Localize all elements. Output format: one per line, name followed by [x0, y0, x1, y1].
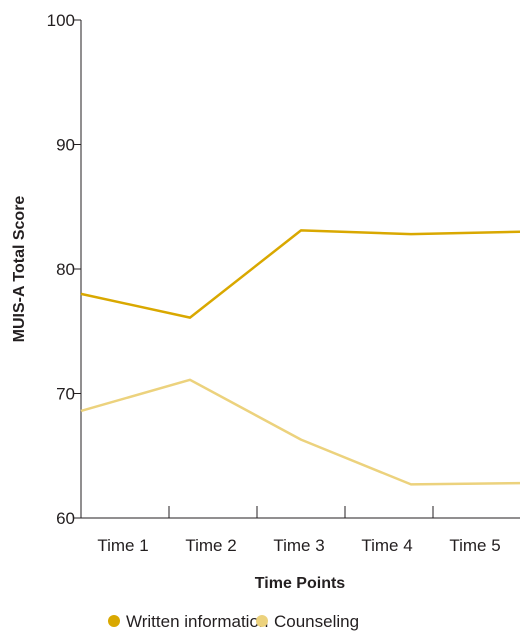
x-tick-label-3: Time 4 [361, 536, 412, 555]
x-tick-label-0: Time 1 [97, 536, 148, 555]
y-tick-label-3: 90 [56, 136, 75, 155]
y-tick-label-2: 80 [56, 260, 75, 279]
y-tick-label-1: 70 [56, 385, 75, 404]
legend-label-1: Counseling [274, 612, 359, 631]
x-tick-label-1: Time 2 [185, 536, 236, 555]
series-line-1 [80, 378, 520, 486]
y-axis-title: MUIS-A Total Score [11, 196, 28, 343]
legend-label-0: Written information [126, 612, 268, 631]
y-axis: 60 70 80 90 100 MUIS-A Total Score [11, 11, 82, 528]
x-axis-title: Time Points [255, 575, 345, 592]
legend-marker-0 [108, 615, 120, 627]
legend: Written information Counseling [108, 612, 359, 631]
x-ticks: Time 1 Time 2 Time 3 Time 4 Time 5 [97, 506, 501, 555]
y-ticks: 60 70 80 90 100 [47, 11, 81, 528]
x-axis: Time 1 Time 2 Time 3 Time 4 Time 5 Time Poin… [81, 506, 520, 592]
x-tick-label-2: Time 3 [273, 536, 324, 555]
y-tick-label-4: 100 [47, 11, 75, 30]
x-tick-label-4: Time 5 [449, 536, 500, 555]
legend-marker-1 [256, 615, 268, 627]
series-layer [80, 229, 520, 486]
y-tick-label-0: 60 [56, 509, 75, 528]
series-line-0 [80, 229, 520, 319]
